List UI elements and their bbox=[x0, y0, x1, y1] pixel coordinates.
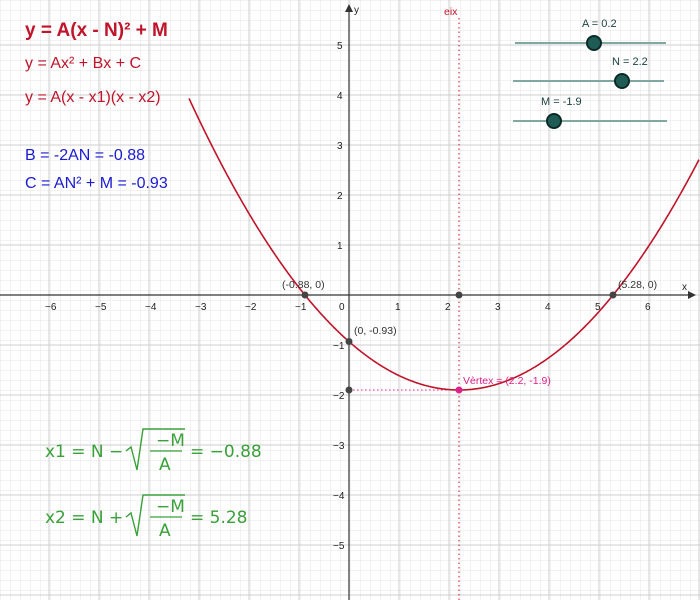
slider-m[interactable]: M = -1.9 bbox=[513, 96, 667, 129]
x2-fraction-denominator: A bbox=[159, 521, 171, 541]
slider-a-handle[interactable] bbox=[586, 35, 602, 51]
y-tick-label: −1 bbox=[333, 341, 345, 352]
root1-point[interactable] bbox=[301, 291, 309, 299]
x-tick-label: 2 bbox=[445, 302, 451, 313]
y-tick-label: 5 bbox=[337, 41, 343, 52]
slider-a[interactable]: A = 0.2 bbox=[515, 18, 666, 51]
slider-a-label: A = 0.2 bbox=[582, 18, 617, 30]
root1-label: (-0.88, 0) bbox=[282, 279, 325, 291]
y-axis-label: y bbox=[354, 5, 359, 16]
x-tick-label: 5 bbox=[595, 302, 601, 313]
factored-form-formula: y = A(x - x1)(x - x2) bbox=[25, 89, 161, 106]
x1-fraction-numerator: −M bbox=[156, 431, 185, 451]
x-tick-label: −2 bbox=[245, 302, 257, 313]
x-tick-label: −1 bbox=[295, 302, 307, 313]
x-tick-label: 6 bbox=[645, 302, 651, 313]
x-tick-label: −4 bbox=[145, 302, 157, 313]
y-axis-arrow bbox=[345, 4, 353, 12]
x-tick-label: −3 bbox=[195, 302, 207, 313]
standard-form-formula: y = Ax² + Bx + C bbox=[25, 55, 141, 72]
slider-m-label: M = -1.9 bbox=[541, 96, 582, 108]
x1-formula: x1 = N − −M A = −0.88 bbox=[45, 428, 262, 475]
vertex-form-formula: y = A(x - N)² + M bbox=[25, 20, 168, 41]
x-tick-label: 3 bbox=[495, 302, 501, 313]
x2-sqrt-sign bbox=[125, 494, 185, 537]
x-tick-label: 4 bbox=[545, 302, 551, 313]
slider-n-handle[interactable] bbox=[614, 73, 630, 89]
root2-point[interactable] bbox=[609, 291, 617, 299]
x-tick-label: 0 bbox=[339, 302, 345, 313]
vertex-label: Vèrtex = (2.2, -1.9) bbox=[463, 375, 551, 387]
y-tick-label: −3 bbox=[333, 441, 345, 452]
x-tick-label: −6 bbox=[45, 302, 57, 313]
slider-n[interactable]: N = 2.2 bbox=[513, 56, 664, 89]
y-tick-label: 4 bbox=[337, 91, 343, 102]
x-tick-label: −5 bbox=[95, 302, 107, 313]
axis-of-symmetry-label: eix bbox=[444, 6, 458, 18]
y-tick-label: 3 bbox=[337, 141, 343, 152]
y-intercept-point[interactable] bbox=[345, 338, 353, 345]
y-tick-label: 2 bbox=[337, 191, 343, 202]
y-tick-labels: 1 2 3 4 5 −1 −2 −3 −4 −5 bbox=[333, 41, 345, 552]
slider-n-label: N = 2.2 bbox=[612, 56, 648, 68]
b-coefficient-expression: B = -2AN = -0.88 bbox=[25, 147, 145, 164]
x2-formula: x2 = N + −M A = 5.28 bbox=[45, 494, 248, 541]
axis-intersection-point[interactable] bbox=[455, 291, 463, 299]
y-tick-label: 1 bbox=[337, 241, 343, 252]
slider-m-handle[interactable] bbox=[546, 113, 562, 129]
vertex-point[interactable] bbox=[455, 386, 463, 394]
x2-fraction-numerator: −M bbox=[156, 497, 185, 517]
x1-formula-result: = −0.88 bbox=[190, 442, 262, 462]
x-tick-label: 1 bbox=[395, 302, 401, 313]
y-tick-label: −5 bbox=[333, 541, 345, 552]
x1-formula-left: x1 = N − bbox=[45, 442, 123, 462]
x1-fraction-denominator: A bbox=[159, 455, 171, 475]
y-tick-label: −4 bbox=[333, 491, 345, 502]
x-axis-label: x bbox=[682, 282, 687, 293]
x2-formula-left: x2 = N + bbox=[45, 508, 123, 528]
x-axis-arrow bbox=[688, 291, 696, 299]
x-tick-labels: −6 −5 −4 −3 −2 −1 0 1 2 3 4 5 6 bbox=[45, 302, 651, 313]
c-coefficient-expression: C = AN² + M = -0.93 bbox=[25, 175, 168, 192]
y-intercept-label: (0, -0.93) bbox=[354, 325, 397, 337]
x2-formula-result: = 5.28 bbox=[190, 508, 248, 528]
vertex-projection-point[interactable] bbox=[345, 386, 353, 394]
root2-label: (5.28, 0) bbox=[618, 279, 657, 291]
x1-sqrt-sign bbox=[125, 428, 185, 471]
y-tick-label: −2 bbox=[333, 391, 345, 402]
